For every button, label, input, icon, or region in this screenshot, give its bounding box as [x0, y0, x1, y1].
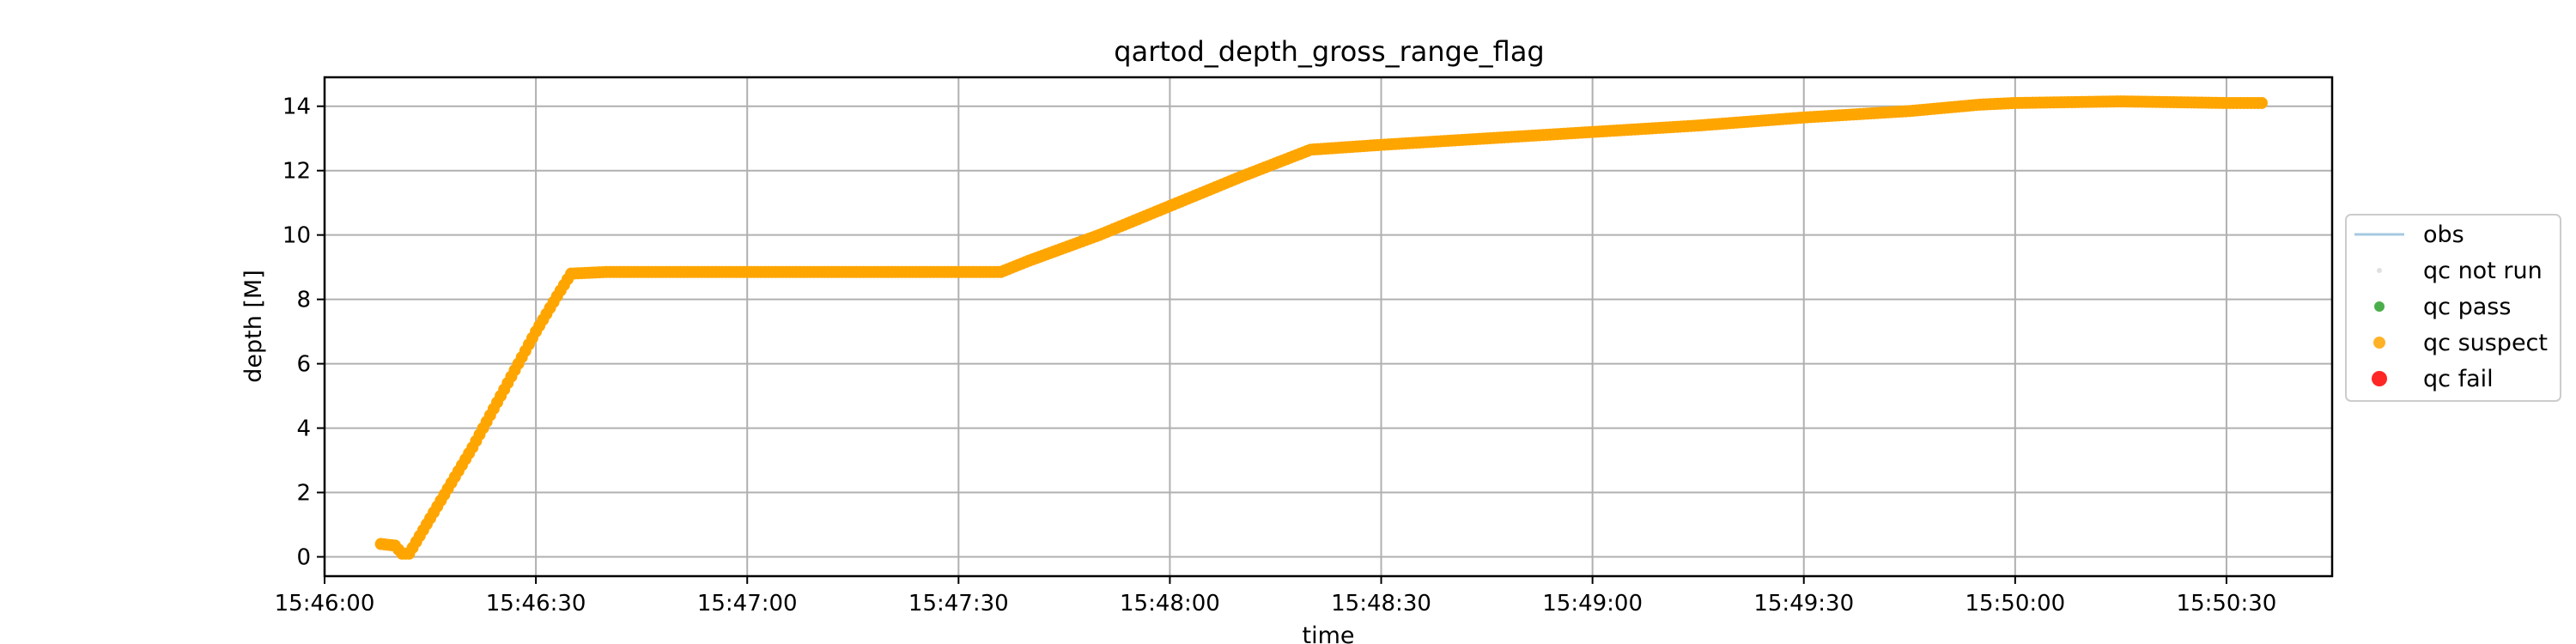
legend-label: qc fail	[2423, 366, 2494, 392]
y-tick-label: 12	[283, 159, 311, 185]
legend: obs qc not run qc pass qc suspect qc fail	[2345, 214, 2561, 402]
x-tick-label: 15:48:30	[1331, 591, 1431, 617]
y-tick-label: 4	[296, 416, 311, 442]
plot-frame	[323, 76, 2334, 578]
legend-label: qc suspect	[2423, 330, 2548, 356]
y-tick-label: 0	[296, 545, 311, 571]
x-tick-label: 15:50:30	[2177, 591, 2277, 617]
legend-marker-icon	[2374, 301, 2385, 312]
y-axis-label: depth [M]	[240, 270, 267, 383]
legend-label: qc not run	[2423, 258, 2543, 284]
data-point	[2255, 96, 2268, 109]
legend-marker-icon	[2373, 337, 2385, 349]
x-tick-label: 15:49:30	[1753, 591, 1854, 617]
x-axis-ticks: 15:46:00 15:46:30 15:47:00 15:47:30 15:48:00…	[275, 576, 2277, 617]
x-tick-label: 15:46:00	[275, 591, 375, 617]
y-tick-label: 10	[283, 223, 311, 249]
grid	[324, 77, 2332, 576]
chart-title: qartod_depth_gross_range_flag	[1114, 35, 1544, 68]
data-points	[374, 95, 2268, 560]
x-tick-label: 15:50:00	[1965, 591, 2065, 617]
legend-label: obs	[2423, 222, 2464, 248]
x-tick-label: 15:48:00	[1120, 591, 1220, 617]
x-axis-label: time	[1302, 623, 1354, 644]
legend-label: qc pass	[2423, 294, 2511, 320]
legend-marker-icon	[2377, 268, 2382, 273]
y-axis-ticks: 0 2 4 6 8 10 12 14	[283, 94, 325, 571]
y-tick-label: 6	[296, 352, 311, 378]
y-tick-label: 2	[296, 481, 311, 507]
legend-marker-icon	[2372, 371, 2387, 386]
x-tick-label: 15:47:00	[697, 591, 798, 617]
y-tick-label: 8	[296, 288, 311, 313]
x-tick-label: 15:47:30	[908, 591, 1009, 617]
x-tick-label: 15:46:30	[486, 591, 586, 617]
y-tick-label: 14	[283, 94, 311, 120]
x-tick-label: 15:49:00	[1542, 591, 1643, 617]
legend-box	[2345, 214, 2561, 402]
